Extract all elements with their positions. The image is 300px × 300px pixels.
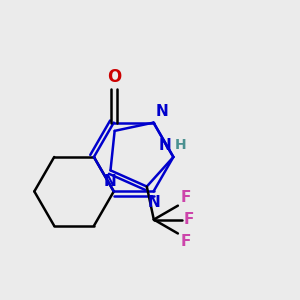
Text: F: F	[184, 212, 194, 227]
Text: F: F	[180, 190, 190, 205]
Text: N: N	[159, 138, 172, 153]
Text: O: O	[107, 68, 121, 86]
Text: H: H	[175, 138, 187, 152]
Text: N: N	[147, 195, 160, 210]
Text: N: N	[155, 104, 168, 119]
Text: N: N	[104, 174, 117, 189]
Text: F: F	[180, 234, 190, 249]
